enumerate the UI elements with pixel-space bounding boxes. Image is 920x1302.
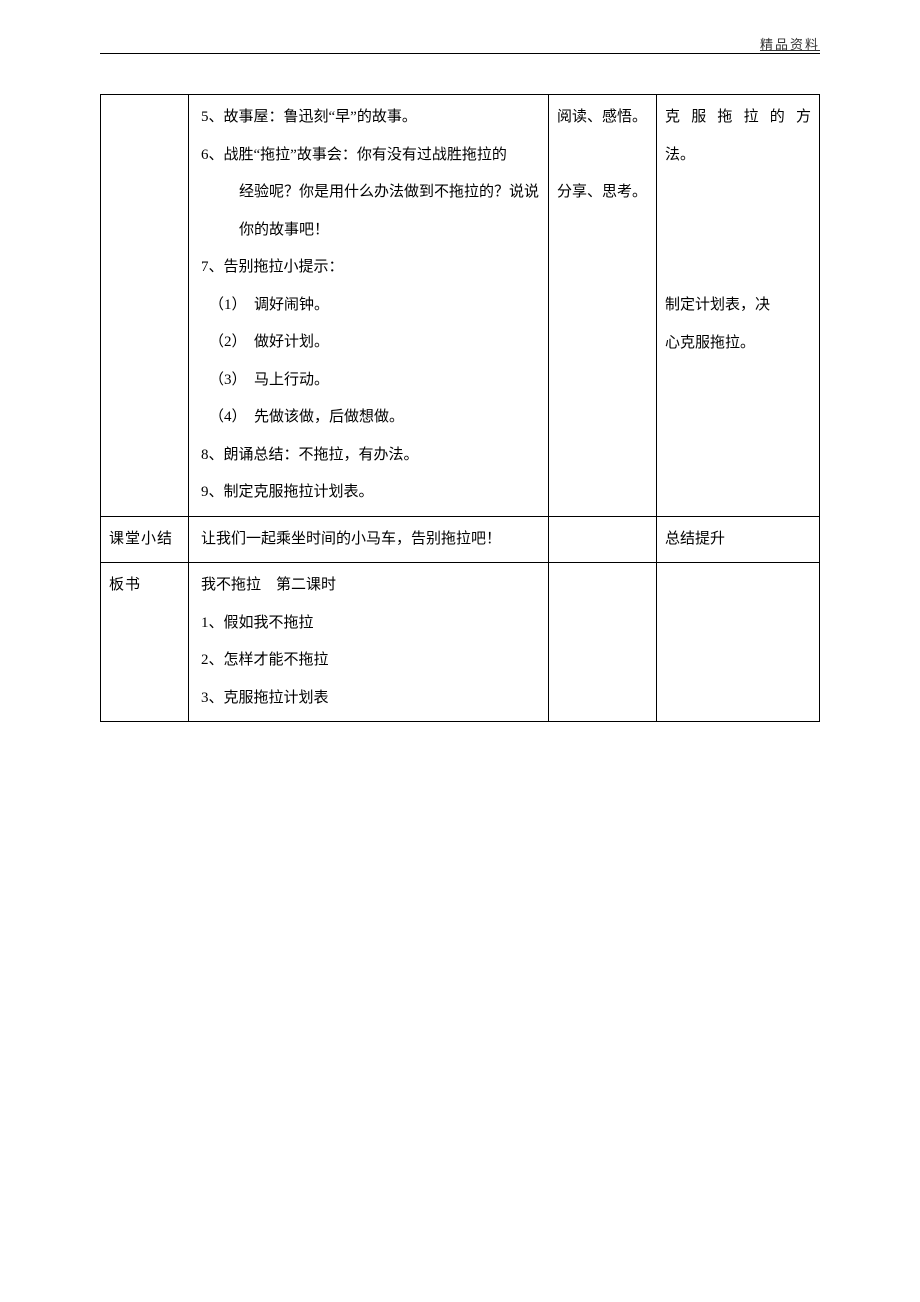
text-line: 分享、思考。 [557, 174, 648, 212]
table-row: 板书 我不拖拉 第二课时 1、假如我不拖拉 2、怎样才能不拖拉 3、克服拖拉计划… [101, 563, 820, 722]
list-item: 5、故事屋：鲁迅刻“早”的故事。 [201, 99, 540, 137]
list-item: （2） 做好计划。 [201, 324, 540, 362]
row-label-cell [101, 95, 189, 517]
list-item: 你的故事吧！ [201, 212, 540, 250]
text-line: 让我们一起乘坐时间的小马车，告别拖拉吧！ [197, 521, 540, 559]
list-item: 3、克服拖拉计划表 [201, 680, 540, 718]
spacer [665, 174, 811, 287]
content-cell: 5、故事屋：鲁迅刻“早”的故事。 6、战胜“拖拉”故事会：你有没有过战胜拖拉的 … [189, 95, 549, 517]
list-item: 9、制定克服拖拉计划表。 [201, 474, 540, 512]
header-label: 精品资料 [760, 34, 820, 53]
table-row: 课堂小结 让我们一起乘坐时间的小马车，告别拖拉吧！ 总结提升 [101, 516, 820, 563]
text-line: 心克服拖拉。 [665, 325, 811, 363]
list-item: （1） 调好闹钟。 [201, 287, 540, 325]
method-cell [549, 563, 657, 722]
content-cell: 我不拖拉 第二课时 1、假如我不拖拉 2、怎样才能不拖拉 3、克服拖拉计划表 [189, 563, 549, 722]
list-item: 2、怎样才能不拖拉 [201, 642, 540, 680]
table-row: 5、故事屋：鲁迅刻“早”的故事。 6、战胜“拖拉”故事会：你有没有过战胜拖拉的 … [101, 95, 820, 517]
lesson-table: 5、故事屋：鲁迅刻“早”的故事。 6、战胜“拖拉”故事会：你有没有过战胜拖拉的 … [100, 94, 820, 722]
page-header: 精品资料 [100, 30, 820, 54]
content-cell: 让我们一起乘坐时间的小马车，告别拖拉吧！ [189, 516, 549, 563]
text-line: 法。 [665, 137, 811, 175]
content-block: 我不拖拉 第二课时 1、假如我不拖拉 2、怎样才能不拖拉 3、克服拖拉计划表 [197, 567, 540, 717]
list-item: 8、朗诵总结：不拖拉，有办法。 [201, 437, 540, 475]
content-block: 5、故事屋：鲁迅刻“早”的故事。 6、战胜“拖拉”故事会：你有没有过战胜拖拉的 … [197, 99, 540, 512]
list-item: （3） 马上行动。 [201, 362, 540, 400]
list-item: 我不拖拉 第二课时 [201, 567, 540, 605]
page-container: 精品资料 5、故事屋：鲁迅刻“早”的故事。 6、战胜“拖拉”故事会：你有没有过战… [0, 0, 920, 722]
note-cell: 克服拖拉的方 法。 制定计划表，决 心克服拖拉。 [657, 95, 820, 517]
text-line: 阅读、感悟。 [557, 99, 648, 137]
row-label-cell: 课堂小结 [101, 516, 189, 563]
text-line: 克服拖拉的方 [665, 99, 811, 137]
list-item: 1、假如我不拖拉 [201, 605, 540, 643]
list-item: 7、告别拖拉小提示： [201, 249, 540, 287]
list-item: （4） 先做该做，后做想做。 [201, 399, 540, 437]
method-cell [549, 516, 657, 563]
spacer [557, 137, 648, 175]
note-cell: 总结提升 [657, 516, 820, 563]
row-label-cell: 板书 [101, 563, 189, 722]
list-item: 6、战胜“拖拉”故事会：你有没有过战胜拖拉的 [201, 137, 540, 175]
note-cell [657, 563, 820, 722]
method-cell: 阅读、感悟。 分享、思考。 [549, 95, 657, 517]
text-line: 制定计划表，决 [665, 287, 811, 325]
list-item: 经验呢？你是用什么办法做到不拖拉的？说说 [201, 174, 540, 212]
